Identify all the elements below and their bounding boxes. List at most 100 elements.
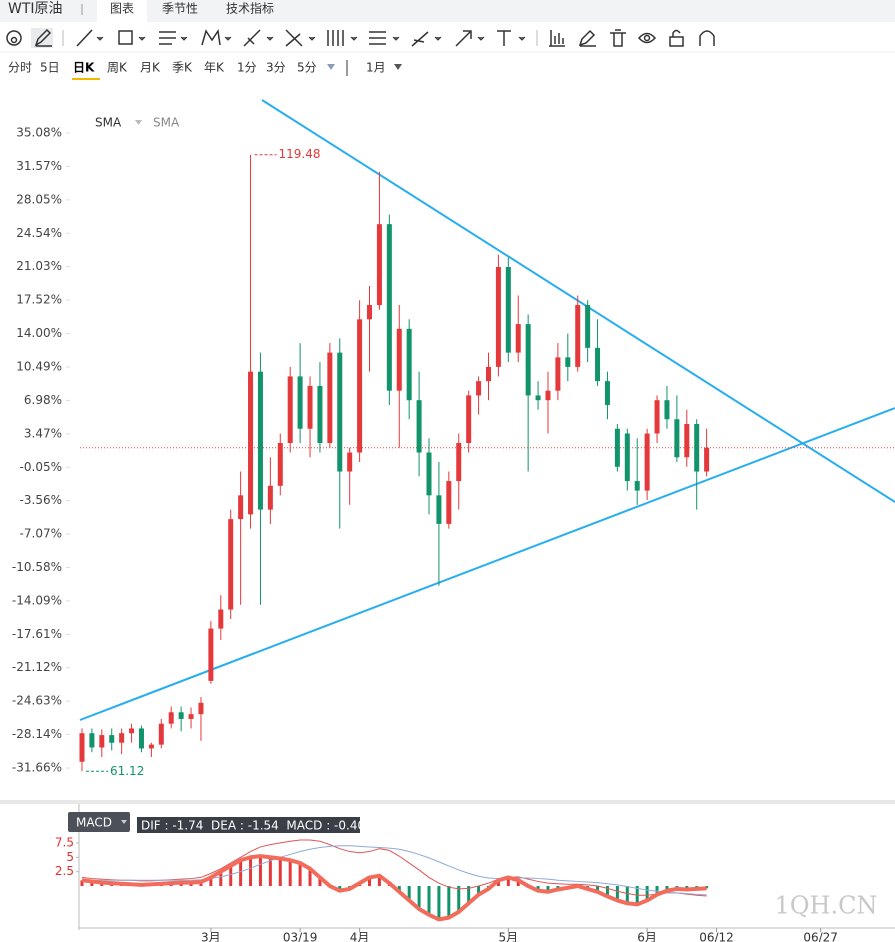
dropdown-arrow[interactable] <box>327 64 335 70</box>
tool-icon[interactable] <box>455 30 485 47</box>
macd-bar <box>308 868 312 887</box>
macd-bar <box>199 882 203 887</box>
trend-line <box>261 99 895 503</box>
panel-divider <box>0 800 895 804</box>
x-tick-label: 06/12 <box>699 931 734 942</box>
period-option[interactable]: 分时 <box>8 61 32 75</box>
candle-body <box>148 744 154 749</box>
period-option[interactable]: 周K <box>107 61 128 75</box>
period-option[interactable]: 季K <box>172 61 193 75</box>
candle-body <box>347 452 353 472</box>
tool-icon[interactable] <box>6 30 22 46</box>
y-tick-label: -3.56% <box>20 493 62 507</box>
tool-icon[interactable] <box>159 31 188 45</box>
tool-icon[interactable] <box>285 29 316 47</box>
y-tick-label: 17.52% <box>16 293 62 307</box>
period-option[interactable]: 5日 <box>40 61 60 75</box>
x-tick-label: 5月 <box>499 931 519 942</box>
legend-item: SMA <box>95 116 122 130</box>
legend-arrow <box>135 120 142 125</box>
candle-body <box>327 352 333 444</box>
tool-icon[interactable] <box>369 31 400 45</box>
tool-icon[interactable] <box>699 30 715 46</box>
candle-body <box>248 371 254 515</box>
macd-trace <box>81 854 707 922</box>
tool-icon[interactable] <box>34 28 52 47</box>
candle-body <box>367 305 373 320</box>
candle-body <box>337 352 343 472</box>
tab[interactable]: 技术指标 <box>226 1 274 16</box>
period-range[interactable]: 1月 <box>366 61 386 75</box>
tool-icon[interactable] <box>578 29 596 47</box>
macd-bar <box>427 886 431 915</box>
candle-body <box>654 400 660 434</box>
candle-body <box>396 328 402 391</box>
y-tick-label: 21.03% <box>16 259 62 273</box>
candle-body <box>89 733 95 748</box>
macd-bar <box>258 856 262 887</box>
tool-icon[interactable] <box>610 29 626 47</box>
macd-bar <box>516 880 520 887</box>
period-option[interactable]: 1分 <box>237 61 257 75</box>
tool-icon[interactable] <box>549 30 565 47</box>
candle-body <box>287 376 293 444</box>
x-tick-label: 4月 <box>350 931 370 942</box>
candle-body <box>297 376 303 429</box>
macd-bar <box>268 857 272 887</box>
candle-body <box>704 447 710 472</box>
candle-body <box>515 324 521 353</box>
candle-body <box>168 712 174 724</box>
period-option[interactable]: 年K <box>204 61 225 75</box>
tool-icon[interactable] <box>327 30 358 46</box>
candle-body <box>119 733 125 743</box>
macd-bar <box>407 886 411 901</box>
macd-bar <box>467 886 471 904</box>
legend-item: SMA <box>153 116 180 130</box>
indicator-box[interactable] <box>68 812 130 832</box>
candle-body <box>109 735 115 743</box>
x-tick-label: 6月 <box>637 931 657 942</box>
y-tick-label: 24.54% <box>16 226 62 240</box>
max-label: 119.48 <box>279 147 321 161</box>
candle-body <box>555 357 561 391</box>
macd-bar <box>288 860 292 887</box>
macd-bar <box>625 886 629 904</box>
tool-icon[interactable] <box>76 29 104 47</box>
candle-body <box>436 495 442 524</box>
period-option[interactable]: 3分 <box>266 61 286 75</box>
tool-icon[interactable] <box>637 32 657 44</box>
candle-body <box>277 443 283 486</box>
dropdown-arrow[interactable] <box>394 64 402 70</box>
period-option[interactable]: 月K <box>140 61 161 75</box>
candle-body <box>565 357 571 367</box>
dropdown-arrow[interactable] <box>121 820 127 824</box>
x-tick-label: 3月 <box>201 931 221 942</box>
period-option[interactable]: 日K <box>73 61 95 75</box>
trend-line <box>79 407 895 721</box>
candle-body <box>257 371 263 510</box>
y-tick-label: -24.63% <box>12 694 62 708</box>
candle-body <box>674 419 680 458</box>
candle-body <box>267 485 273 510</box>
tool-icon[interactable] <box>201 28 232 46</box>
tool-icon[interactable] <box>243 29 274 47</box>
indicator-label[interactable]: MACD <box>76 816 112 830</box>
candle-body <box>604 381 610 405</box>
instrument-title: WTI原油 <box>8 1 63 17</box>
macd-bar <box>417 886 421 910</box>
period-option[interactable]: 5分 <box>297 61 317 75</box>
macd-bar <box>80 880 84 887</box>
tool-icon[interactable] <box>497 30 526 46</box>
tool-icon[interactable] <box>669 29 684 47</box>
macd-bar <box>318 877 322 887</box>
macd-line <box>81 845 707 896</box>
macd-bar <box>437 886 441 920</box>
tool-icon[interactable] <box>411 31 442 47</box>
y-tick-label: 10.49% <box>16 359 62 373</box>
tab[interactable]: 图表 <box>110 2 134 16</box>
macd-bar <box>477 886 481 895</box>
y-tick-label: 2.5 <box>55 864 74 878</box>
tool-icon[interactable] <box>118 30 146 45</box>
candle-body <box>495 266 501 367</box>
tab[interactable]: 季节性 <box>162 2 198 16</box>
